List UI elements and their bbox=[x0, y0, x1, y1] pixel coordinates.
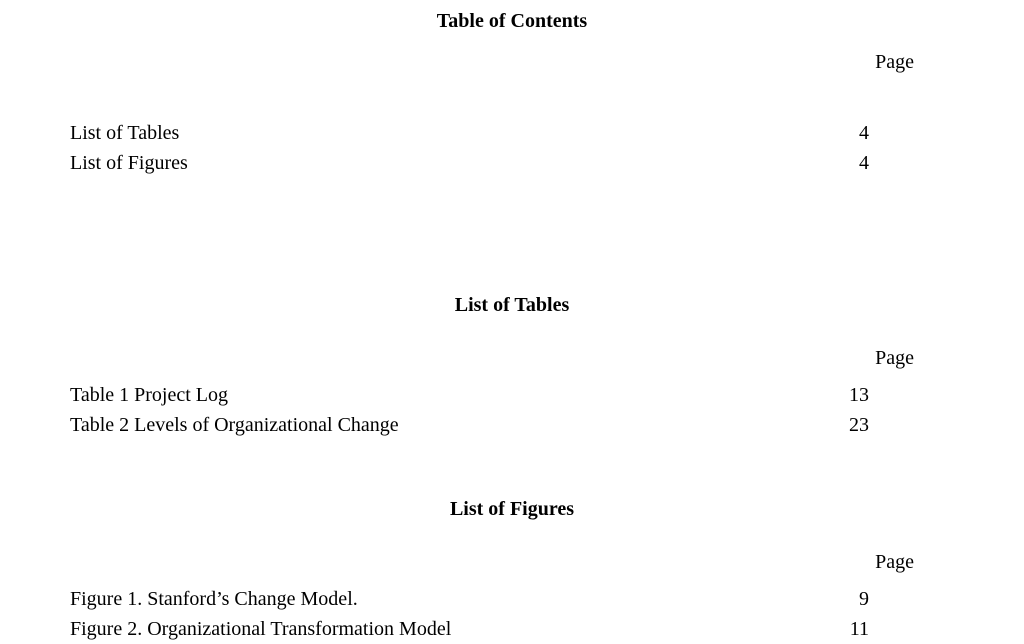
tables-heading: List of Tables bbox=[70, 294, 954, 317]
tables-entry-label: Table 1 Project Log bbox=[70, 380, 779, 410]
tables-entry-label: Table 2 Levels of Organizational Change bbox=[70, 410, 779, 440]
figures-entry-page: 11 bbox=[779, 614, 869, 644]
toc-entry: List of Tables 4 bbox=[70, 118, 954, 148]
toc-entry-label: List of Tables bbox=[70, 118, 779, 148]
document-page: Table of Contents Page List of Tables 4 … bbox=[0, 0, 1024, 622]
figures-entry-label: Figure 1. Stanford’s Change Model. bbox=[70, 584, 779, 614]
tables-entry: Table 1 Project Log 13 bbox=[70, 380, 954, 410]
toc-page-label: Page bbox=[70, 51, 954, 74]
tables-entry-page: 13 bbox=[779, 380, 869, 410]
toc-entry-page: 4 bbox=[779, 118, 869, 148]
figures-entry: Figure 1. Stanford’s Change Model. 9 bbox=[70, 584, 954, 614]
tables-entry-page: 23 bbox=[779, 410, 869, 440]
tables-page-label: Page bbox=[70, 347, 954, 370]
toc-entry-page: 4 bbox=[779, 148, 869, 178]
figures-entry-page: 9 bbox=[779, 584, 869, 614]
toc-heading: Table of Contents bbox=[70, 10, 954, 33]
toc-entry: List of Figures 4 bbox=[70, 148, 954, 178]
tables-entry: Table 2 Levels of Organizational Change … bbox=[70, 410, 954, 440]
figures-entry: Figure 2. Organizational Transformation … bbox=[70, 614, 954, 644]
figures-entry-label: Figure 2. Organizational Transformation … bbox=[70, 614, 779, 644]
toc-entry-label: List of Figures bbox=[70, 148, 779, 178]
figures-heading: List of Figures bbox=[70, 498, 954, 521]
figures-page-label: Page bbox=[70, 551, 954, 574]
